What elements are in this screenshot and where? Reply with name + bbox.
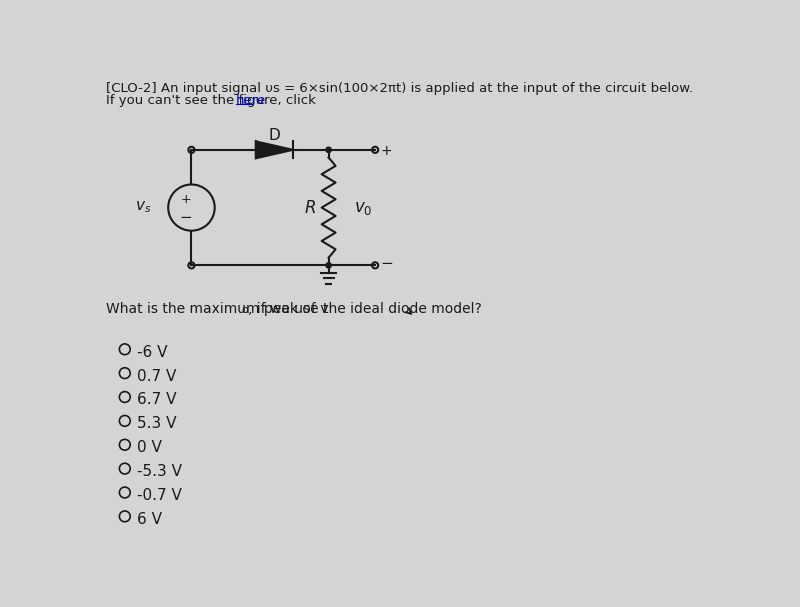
Text: 0 V: 0 V — [138, 440, 162, 455]
Text: 0.7 V: 0.7 V — [138, 368, 177, 384]
Text: $v_0$: $v_0$ — [354, 198, 373, 217]
Text: here: here — [236, 95, 266, 107]
Text: −: − — [180, 210, 193, 225]
Text: 6.7 V: 6.7 V — [138, 392, 177, 407]
Text: , if we use the ideal diode model?: , if we use the ideal diode model? — [248, 302, 482, 316]
Text: -6 V: -6 V — [138, 345, 168, 360]
Text: −: − — [381, 256, 394, 271]
Text: What is the maximum peak of v: What is the maximum peak of v — [106, 302, 329, 316]
Circle shape — [326, 147, 331, 152]
Circle shape — [326, 263, 331, 268]
Text: +: + — [381, 144, 392, 158]
Text: 6 V: 6 V — [138, 512, 162, 527]
Text: [CLO-2] An input signal υs = 6×sin(100×2πt) is applied at the input of the circu: [CLO-2] An input signal υs = 6×sin(100×2… — [106, 82, 693, 95]
Polygon shape — [256, 141, 293, 158]
Text: -5.3 V: -5.3 V — [138, 464, 182, 479]
Text: +: + — [181, 192, 191, 206]
Text: D: D — [269, 129, 280, 143]
Text: $v_s$: $v_s$ — [135, 200, 151, 215]
Text: R: R — [304, 198, 316, 217]
Text: o: o — [241, 305, 248, 316]
Text: -0.7 V: -0.7 V — [138, 488, 182, 503]
Text: If you can't see the figure, click: If you can't see the figure, click — [106, 95, 320, 107]
Text: 5.3 V: 5.3 V — [138, 416, 177, 431]
